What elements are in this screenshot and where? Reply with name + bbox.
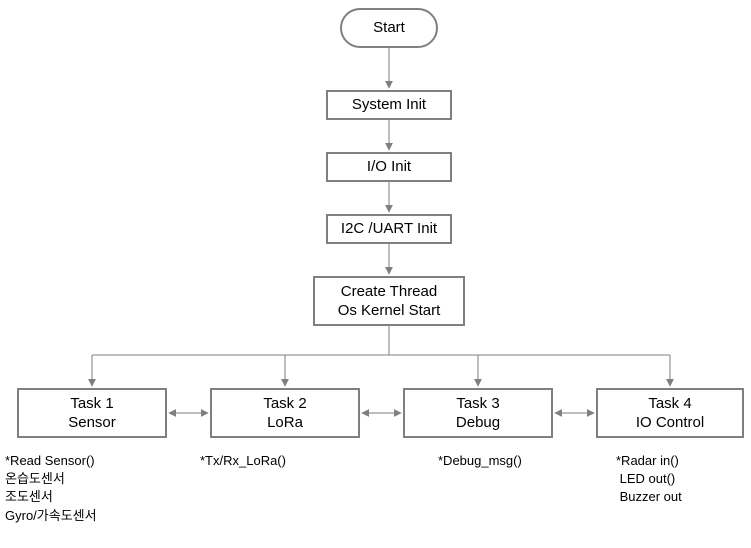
start-label: Start bbox=[373, 18, 405, 38]
system-init-label: System Init bbox=[352, 95, 426, 115]
system-init-node: System Init bbox=[326, 90, 452, 120]
task1-label1: Task 1 bbox=[70, 394, 113, 414]
task3-label2: Debug bbox=[456, 413, 500, 433]
task4-node: Task 4 IO Control bbox=[596, 388, 744, 438]
i2c-uart-init-node: I2C /UART Init bbox=[326, 214, 452, 244]
task1-note: *Read Sensor() 온습도센서 조도센서 Gyro/가속도센서 bbox=[5, 452, 97, 525]
create-thread-label2: Os Kernel Start bbox=[338, 301, 441, 321]
task2-label2: LoRa bbox=[267, 413, 303, 433]
task3-label1: Task 3 bbox=[456, 394, 499, 414]
task2-node: Task 2 LoRa bbox=[210, 388, 360, 438]
task4-note: *Radar in() LED out() Buzzer out bbox=[616, 452, 682, 507]
task1-node: Task 1 Sensor bbox=[17, 388, 167, 438]
task3-note: *Debug_msg() bbox=[438, 452, 522, 470]
task2-note: *Tx/Rx_LoRa() bbox=[200, 452, 286, 470]
io-init-label: I/O Init bbox=[367, 157, 411, 177]
i2c-uart-init-label: I2C /UART Init bbox=[341, 219, 437, 239]
create-thread-label1: Create Thread bbox=[341, 282, 437, 302]
io-init-node: I/O Init bbox=[326, 152, 452, 182]
task4-label1: Task 4 bbox=[648, 394, 691, 414]
task1-label2: Sensor bbox=[68, 413, 116, 433]
create-thread-node: Create Thread Os Kernel Start bbox=[313, 276, 465, 326]
task2-label1: Task 2 bbox=[263, 394, 306, 414]
start-node: Start bbox=[340, 8, 438, 48]
task4-label2: IO Control bbox=[636, 413, 704, 433]
task3-node: Task 3 Debug bbox=[403, 388, 553, 438]
